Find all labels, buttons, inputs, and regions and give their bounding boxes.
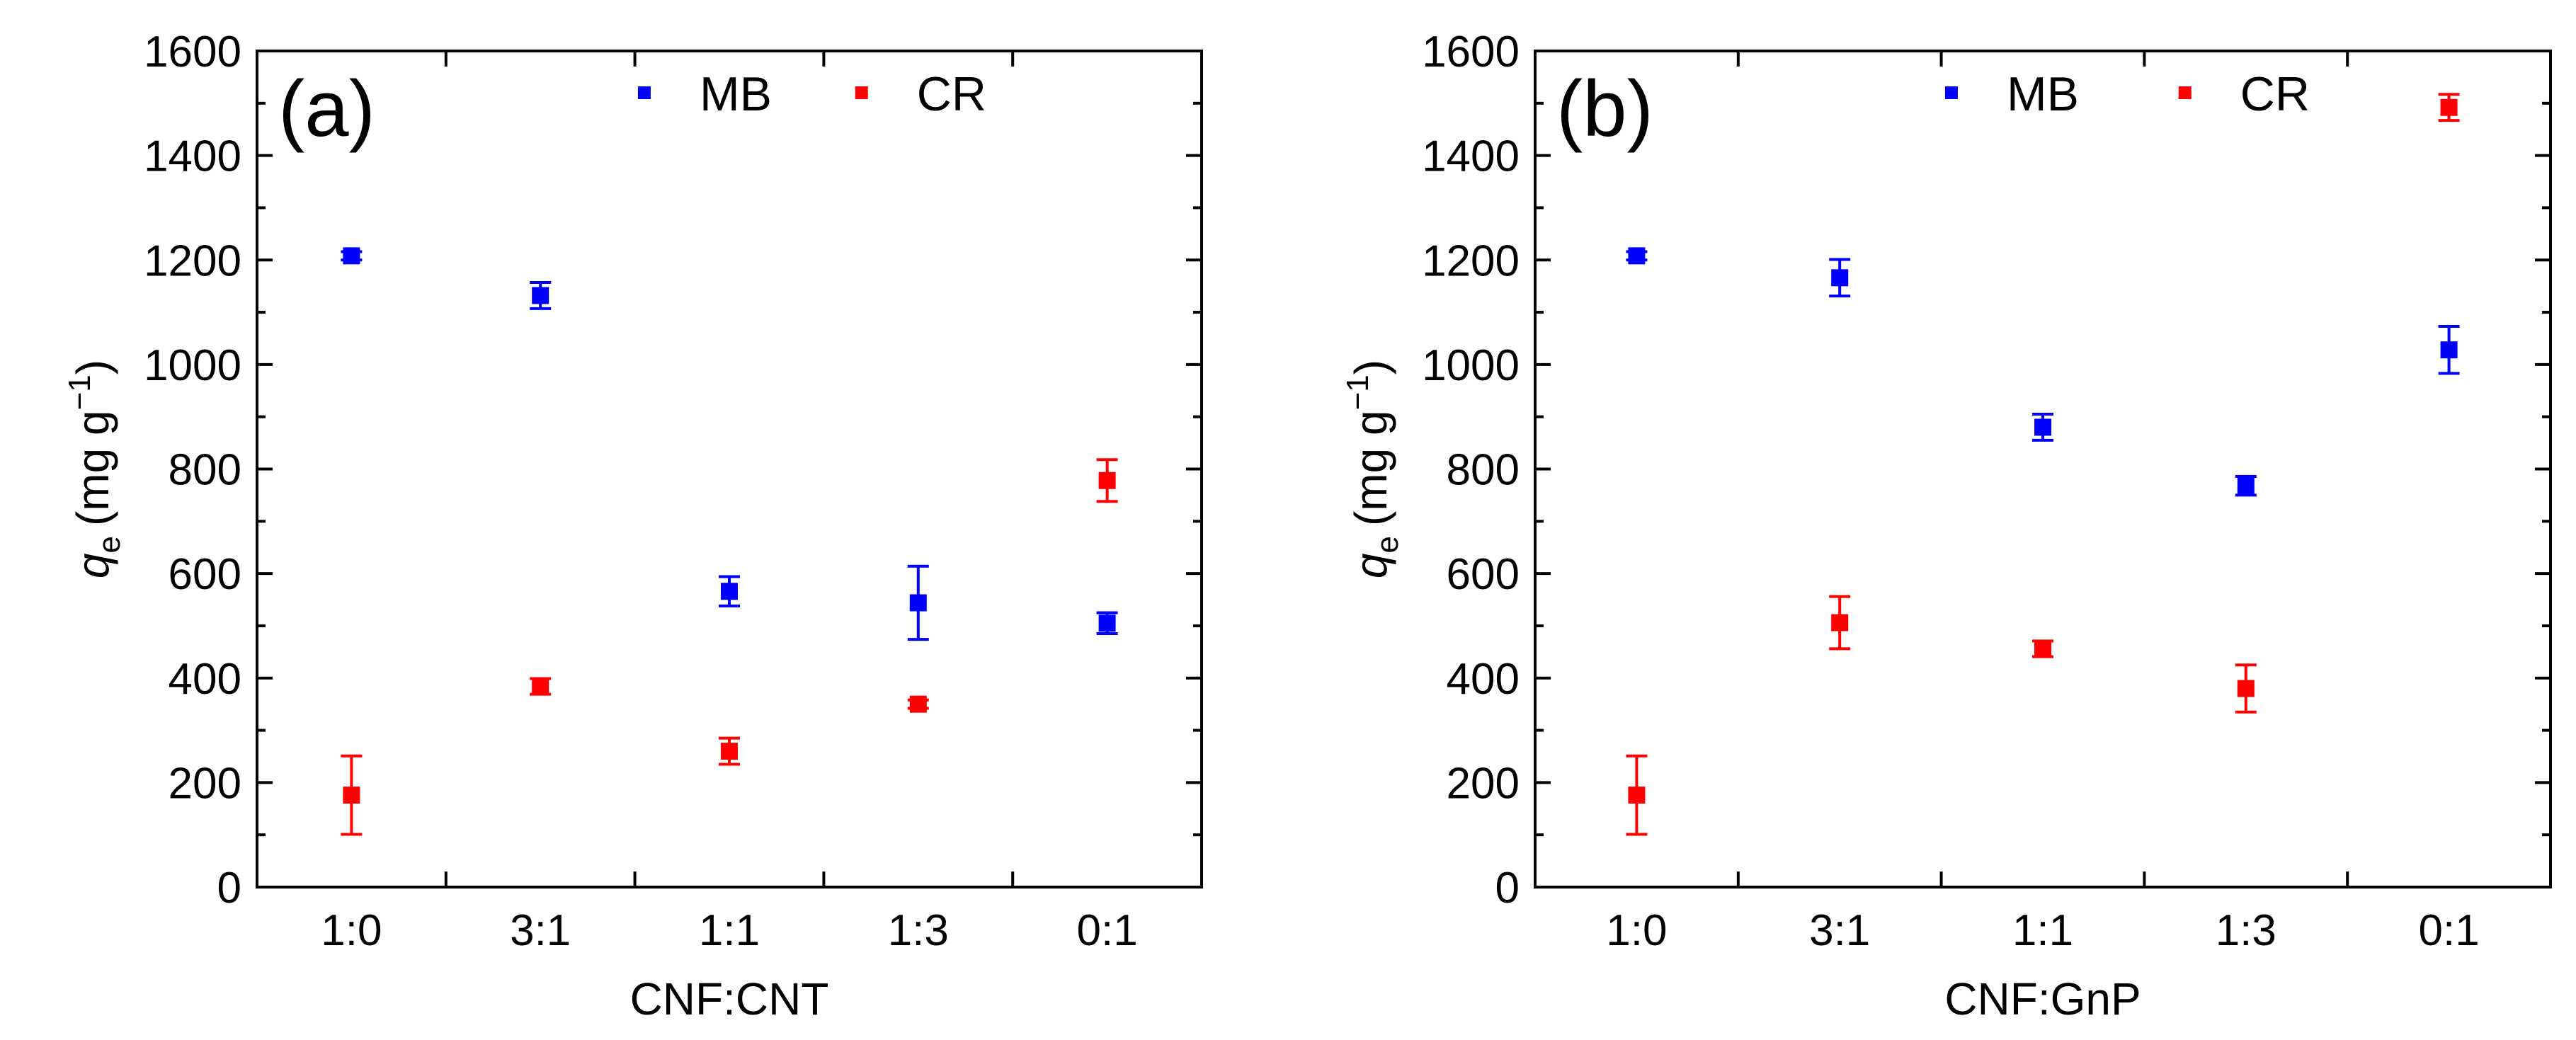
marker-mb xyxy=(909,594,927,612)
y-tick-label: 0 xyxy=(217,864,241,913)
y-tick-label: 400 xyxy=(169,655,241,704)
data-point-cr xyxy=(1096,458,1118,503)
y-title-symbol: q xyxy=(1345,553,1396,578)
data-point-mb xyxy=(2032,412,2053,442)
legend-label-mb: MB xyxy=(2007,67,2079,121)
x-tick-label: 0:1 xyxy=(1076,906,1137,955)
y-title-units: (mg g xyxy=(67,410,118,526)
y-tick-label: 400 xyxy=(1447,655,1520,704)
data-point-cr xyxy=(2235,663,2257,714)
y-tick-label: 1200 xyxy=(1422,236,1520,285)
data-point-mb xyxy=(2235,474,2257,497)
data-point-mb xyxy=(1096,611,1118,636)
legend-marker-mb xyxy=(637,86,651,99)
x-tick-label: 1:0 xyxy=(1606,906,1667,955)
data-point-mb xyxy=(530,280,552,310)
y-tick-label: 200 xyxy=(1447,759,1520,808)
panel-label: (b) xyxy=(1556,64,1653,153)
marker-mb xyxy=(1628,247,1646,265)
x-tick-label: 0:1 xyxy=(2418,906,2479,955)
y-tick-label: 1600 xyxy=(144,28,241,76)
y-tick-label: 1600 xyxy=(1422,28,1520,76)
x-tick-label: 3:1 xyxy=(1809,906,1870,955)
x-axis-title: CNF:CNT xyxy=(630,973,829,1024)
y-tick-label: 1400 xyxy=(144,132,241,181)
y-title-close: ) xyxy=(1345,360,1396,375)
y-title-subscript: e xyxy=(1370,536,1405,553)
legend-label-cr: CR xyxy=(917,67,986,121)
marker-cr xyxy=(343,787,360,804)
marker-mb xyxy=(2237,477,2255,495)
marker-cr xyxy=(1098,472,1116,489)
x-tick-label: 1:1 xyxy=(2012,906,2073,955)
y-title-symbol: q xyxy=(67,553,118,578)
data-point-mb xyxy=(907,564,929,641)
data-point-cr xyxy=(1626,754,1648,836)
y-tick-label: 1000 xyxy=(1422,341,1520,390)
panel-label: (a) xyxy=(278,64,375,153)
y-tick-label: 1200 xyxy=(144,236,241,285)
marker-cr xyxy=(532,678,549,695)
y-tick-label: 800 xyxy=(1447,446,1520,495)
chart-panel-a: 0 200 400 600 800 1000 1200 1400 1600 1:0 3:1 1:1 1:… xyxy=(62,28,1203,1024)
x-tick-label: 1:3 xyxy=(2216,906,2276,955)
marker-mb xyxy=(1098,615,1116,632)
data-point-cr xyxy=(907,695,929,713)
y-title-units: (mg g xyxy=(1345,410,1396,526)
data-point-mb xyxy=(1626,247,1648,265)
y-title-exponent: −1 xyxy=(62,375,97,410)
marker-cr xyxy=(2440,98,2458,116)
y-title-close: ) xyxy=(67,360,118,375)
y-tick-label: 0 xyxy=(1495,864,1520,913)
data-point-cr xyxy=(530,677,552,696)
y-tick-label: 600 xyxy=(1447,550,1520,599)
legend-marker-mb xyxy=(1944,86,1958,99)
plot-frame xyxy=(1534,50,2552,888)
data-point-cr xyxy=(341,754,363,836)
y-tick-label: 600 xyxy=(169,550,241,599)
marker-cr xyxy=(2237,680,2255,697)
legend-marker-cr xyxy=(855,86,868,99)
x-tick-label: 1:0 xyxy=(321,906,382,955)
marker-mb xyxy=(532,287,549,304)
data-point-cr xyxy=(1829,595,1851,651)
data-point-mb xyxy=(341,247,363,265)
marker-mb xyxy=(343,247,360,265)
marker-cr xyxy=(2034,640,2051,658)
chart-panel-b: 0 200 400 600 800 1000 1200 1400 1600 1:0 3:1 1:1 1:… xyxy=(1340,28,2552,1024)
marker-mb xyxy=(721,583,738,600)
marker-mb xyxy=(2034,418,2051,436)
legend-label-mb: MB xyxy=(700,67,772,121)
y-tick-label: 1400 xyxy=(1422,132,1520,181)
data-point-mb xyxy=(719,575,740,607)
data-point-cr xyxy=(2032,639,2053,658)
data-point-mb xyxy=(1829,258,1851,298)
marker-mb xyxy=(1831,269,1849,287)
data-point-cr xyxy=(2438,93,2460,122)
x-axis-title: CNF:GnP xyxy=(1944,973,2141,1024)
marker-cr xyxy=(1831,614,1849,632)
marker-mb xyxy=(2440,341,2458,359)
data-point-cr xyxy=(719,736,740,766)
y-title-subscript: e xyxy=(92,536,127,553)
y-tick-label: 800 xyxy=(169,446,241,495)
marker-cr xyxy=(721,743,738,760)
y-axis-title: qe (mg g−1) xyxy=(1340,360,1405,578)
x-tick-label: 1:3 xyxy=(888,906,949,955)
legend-marker-cr xyxy=(2178,86,2192,99)
y-tick-label: 200 xyxy=(169,759,241,808)
x-tick-label: 1:1 xyxy=(699,906,760,955)
y-title-exponent: −1 xyxy=(1340,375,1375,410)
legend-label-cr: CR xyxy=(2240,67,2310,121)
x-tick-label: 3:1 xyxy=(510,906,571,955)
marker-cr xyxy=(1628,787,1646,804)
y-tick-label: 1000 xyxy=(144,341,241,390)
y-axis-title: qe (mg g−1) xyxy=(62,360,127,578)
data-point-mb xyxy=(2438,324,2460,375)
marker-cr xyxy=(909,695,927,713)
